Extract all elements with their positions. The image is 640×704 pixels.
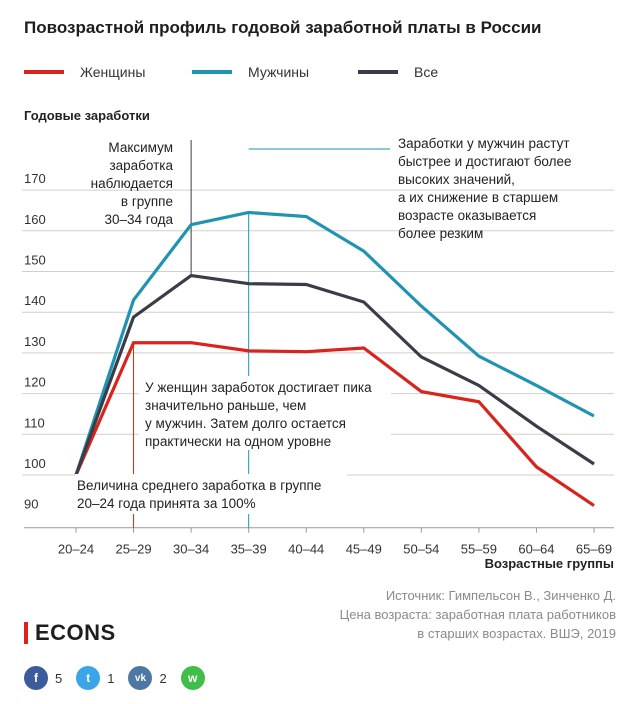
legend-item-all: Все — [358, 64, 438, 80]
x-tick-label-7: 55–59 — [461, 542, 497, 557]
annotation-men-line-5: более резким — [398, 226, 483, 241]
x-tick-label-4: 40–44 — [288, 542, 324, 557]
annotation-max-line-2: наблюдается — [91, 176, 173, 191]
annotation-women-line-1: значительно раньше, чем — [145, 398, 306, 413]
x-tick-label-1: 25–29 — [115, 542, 151, 557]
annotation-men-line-2: высоких значений, — [398, 172, 515, 187]
econs-logo: ECONS — [24, 620, 116, 646]
source-line-3: в старших возрастах. ВШЭ, 2019 — [417, 626, 616, 641]
y-tick-label-140: 140 — [24, 293, 46, 308]
legend-label-all: Все — [414, 64, 439, 80]
x-tick-label-8: 60–64 — [518, 542, 554, 557]
whatsapp-glyph: w — [188, 671, 198, 685]
series-line-all — [74, 273, 595, 476]
logo-text: ECONS — [35, 620, 116, 645]
twitter-share-count: 1 — [107, 670, 115, 686]
x-tick-label-6: 50–54 — [403, 542, 439, 557]
base-note-bg — [75, 474, 347, 514]
facebook-icon[interactable]: f — [24, 666, 48, 690]
series-line-men — [74, 210, 595, 476]
legend-swatch-all — [358, 70, 398, 74]
annotation-max-line-3: в группе — [121, 194, 173, 209]
y-tick-label-110: 110 — [24, 415, 45, 430]
annotation-men-line-3: а их снижение в старшем — [398, 190, 558, 205]
logo-accent-bar — [24, 622, 28, 644]
annotation-women-line-2: у мужчин. Затем долго остается — [145, 416, 346, 431]
annotation-women-line-3: практически на одном уровне — [145, 434, 331, 449]
facebook-glyph: f — [34, 671, 38, 685]
y-tick-label-160: 160 — [24, 212, 46, 227]
vk-glyph: vk — [134, 672, 147, 684]
annotation-men-line-4: возрасте оказывается — [398, 208, 536, 223]
y-tick-label-90: 90 — [24, 497, 38, 512]
y-tick-label-130: 130 — [24, 334, 46, 349]
legend-swatch-men — [192, 70, 232, 74]
y-tick-label-150: 150 — [24, 253, 46, 268]
facebook-share-count: 5 — [55, 670, 63, 686]
legend-label-women: Женщины — [80, 64, 146, 80]
x-tick-label-0: 20–24 — [58, 542, 94, 557]
annotation-women-line-0: У женщин заработок достигает пика — [145, 380, 372, 395]
annotation-base-line-0: Величина среднего заработка в группе — [77, 478, 321, 493]
x-tick-label-9: 65–69 — [576, 542, 612, 557]
twitter-glyph: t — [86, 671, 91, 685]
twitter-icon[interactable]: t — [76, 666, 101, 690]
legend-item-men: Мужчины — [192, 64, 309, 80]
x-tick-label-3: 35–39 — [231, 542, 267, 557]
source-line-2: Цена возраста: заработная плата работник… — [339, 607, 616, 622]
vk-share-count: 2 — [159, 670, 167, 686]
annotation-max-line-0: Максимум — [108, 140, 173, 155]
y-tick-label-170: 170 — [24, 171, 46, 186]
vk-icon[interactable]: vk — [128, 666, 153, 690]
legend-swatch-women — [24, 70, 64, 74]
annotation-max-line-1: заработка — [109, 158, 173, 173]
x-tick-label-2: 30–34 — [173, 542, 209, 557]
legend-label-men: Мужчины — [248, 64, 310, 80]
whatsapp-icon[interactable]: w — [180, 666, 205, 690]
annotation-base-line-1: 20–24 года принята за 100% — [77, 496, 256, 511]
y-axis-label: Годовые заработки — [24, 108, 150, 123]
y-tick-label-120: 120 — [24, 375, 46, 390]
source-line-1: Источник: Гимпельсон В., Зинченко Д. — [385, 588, 616, 603]
x-tick-label-5: 45–49 — [346, 542, 382, 557]
source-note: Источник: Гимпельсон В., Зинченко Д. Цен… — [340, 586, 616, 643]
y-tick-label-100: 100 — [24, 456, 46, 471]
women-note-bg — [139, 376, 391, 450]
series-line-women — [74, 341, 595, 507]
legend-item-women: Женщины — [24, 64, 145, 80]
line-chart: 90 100 110 120 130 140 150 160 170 20–24 25–29 30–3… — [22, 136, 614, 557]
annotation-men-line-1: быстрее и достигают более — [398, 154, 572, 169]
annotation-men-line-0: Заработки у мужчин растут — [398, 136, 570, 151]
social-share-bar: f 5 t 1 vk 2 w — [24, 666, 205, 690]
x-axis-label: Возрастные группы — [484, 556, 614, 571]
page-title: Повозрастной профиль годовой заработной … — [24, 18, 542, 37]
annotation-max-line-4: 30–34 года — [104, 212, 173, 227]
